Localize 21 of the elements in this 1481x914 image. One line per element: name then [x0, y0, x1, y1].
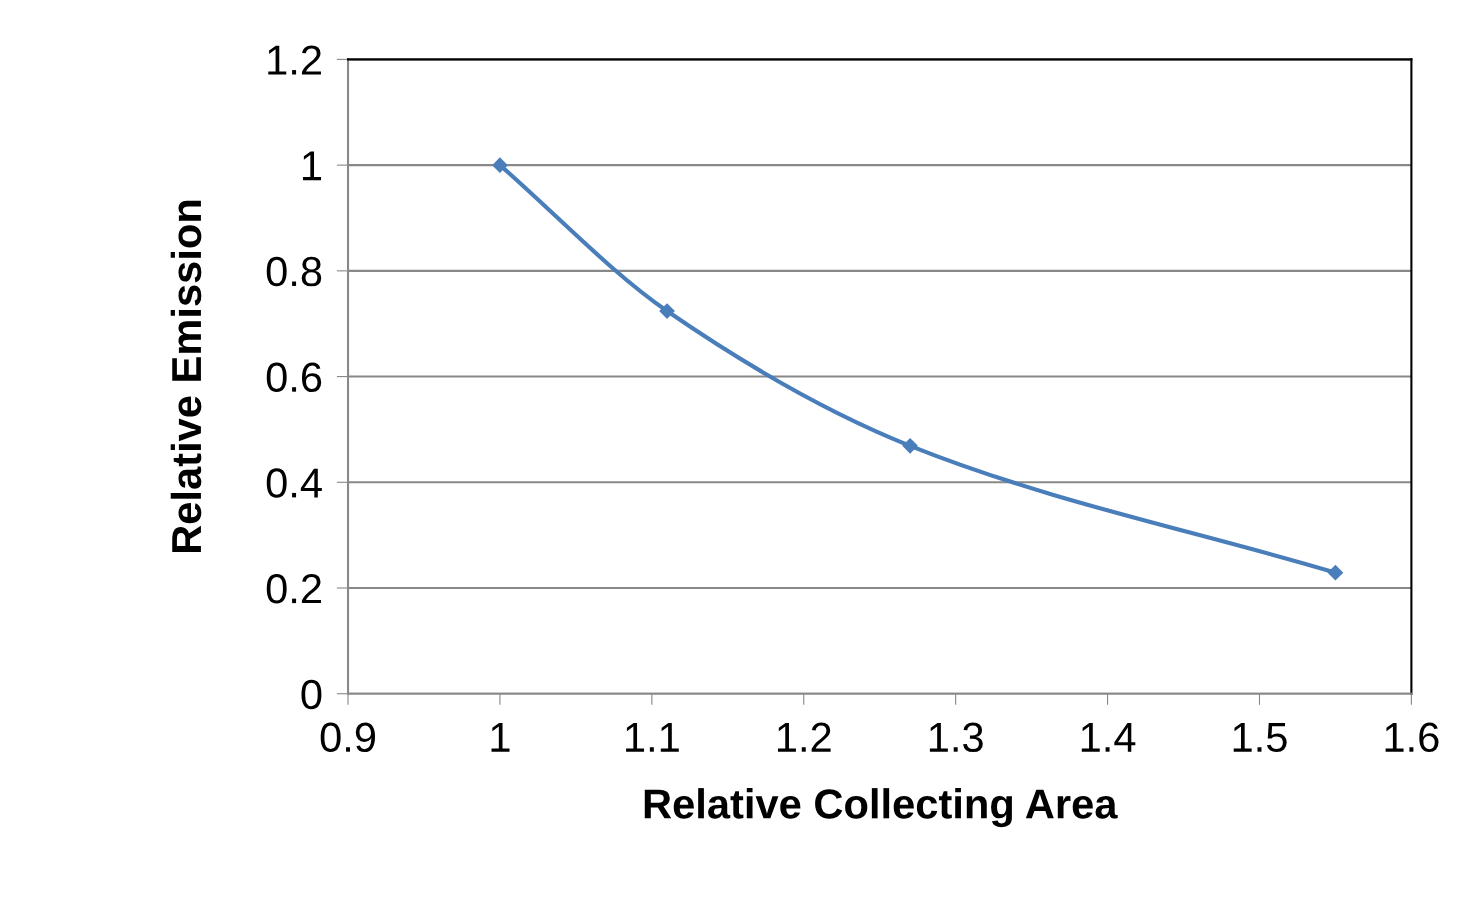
y-tick-label: 0.4	[266, 468, 322, 498]
y-tick-label: 1.2	[268, 45, 321, 75]
point	[659, 303, 675, 319]
y-tick-label: 0.2	[266, 574, 321, 604]
x-tick-label: 1.4	[1081, 723, 1136, 752]
x-tick-label: 1.2	[777, 722, 831, 752]
y-axis-title: Relative Emission	[170, 200, 202, 553]
point	[902, 438, 918, 454]
y-tick-label: 1	[303, 151, 321, 181]
x-axis-title: Relative Collecting Area	[644, 788, 1118, 828]
y-tick-label: 0.6	[266, 362, 322, 393]
y-tick-label: 0.8	[266, 256, 322, 287]
x-tick-label: 1.3	[929, 722, 983, 753]
x-tick-label: 1.1	[626, 723, 679, 752]
x-tick-label: 1.5	[1233, 723, 1287, 753]
point	[1327, 565, 1344, 581]
x-tick-label: 1.6	[1385, 722, 1439, 753]
y-tick-label: 0	[301, 679, 322, 710]
point	[492, 157, 508, 173]
x-tick-label: 1	[491, 723, 510, 752]
x-tick-label: 0.9	[320, 722, 376, 753]
